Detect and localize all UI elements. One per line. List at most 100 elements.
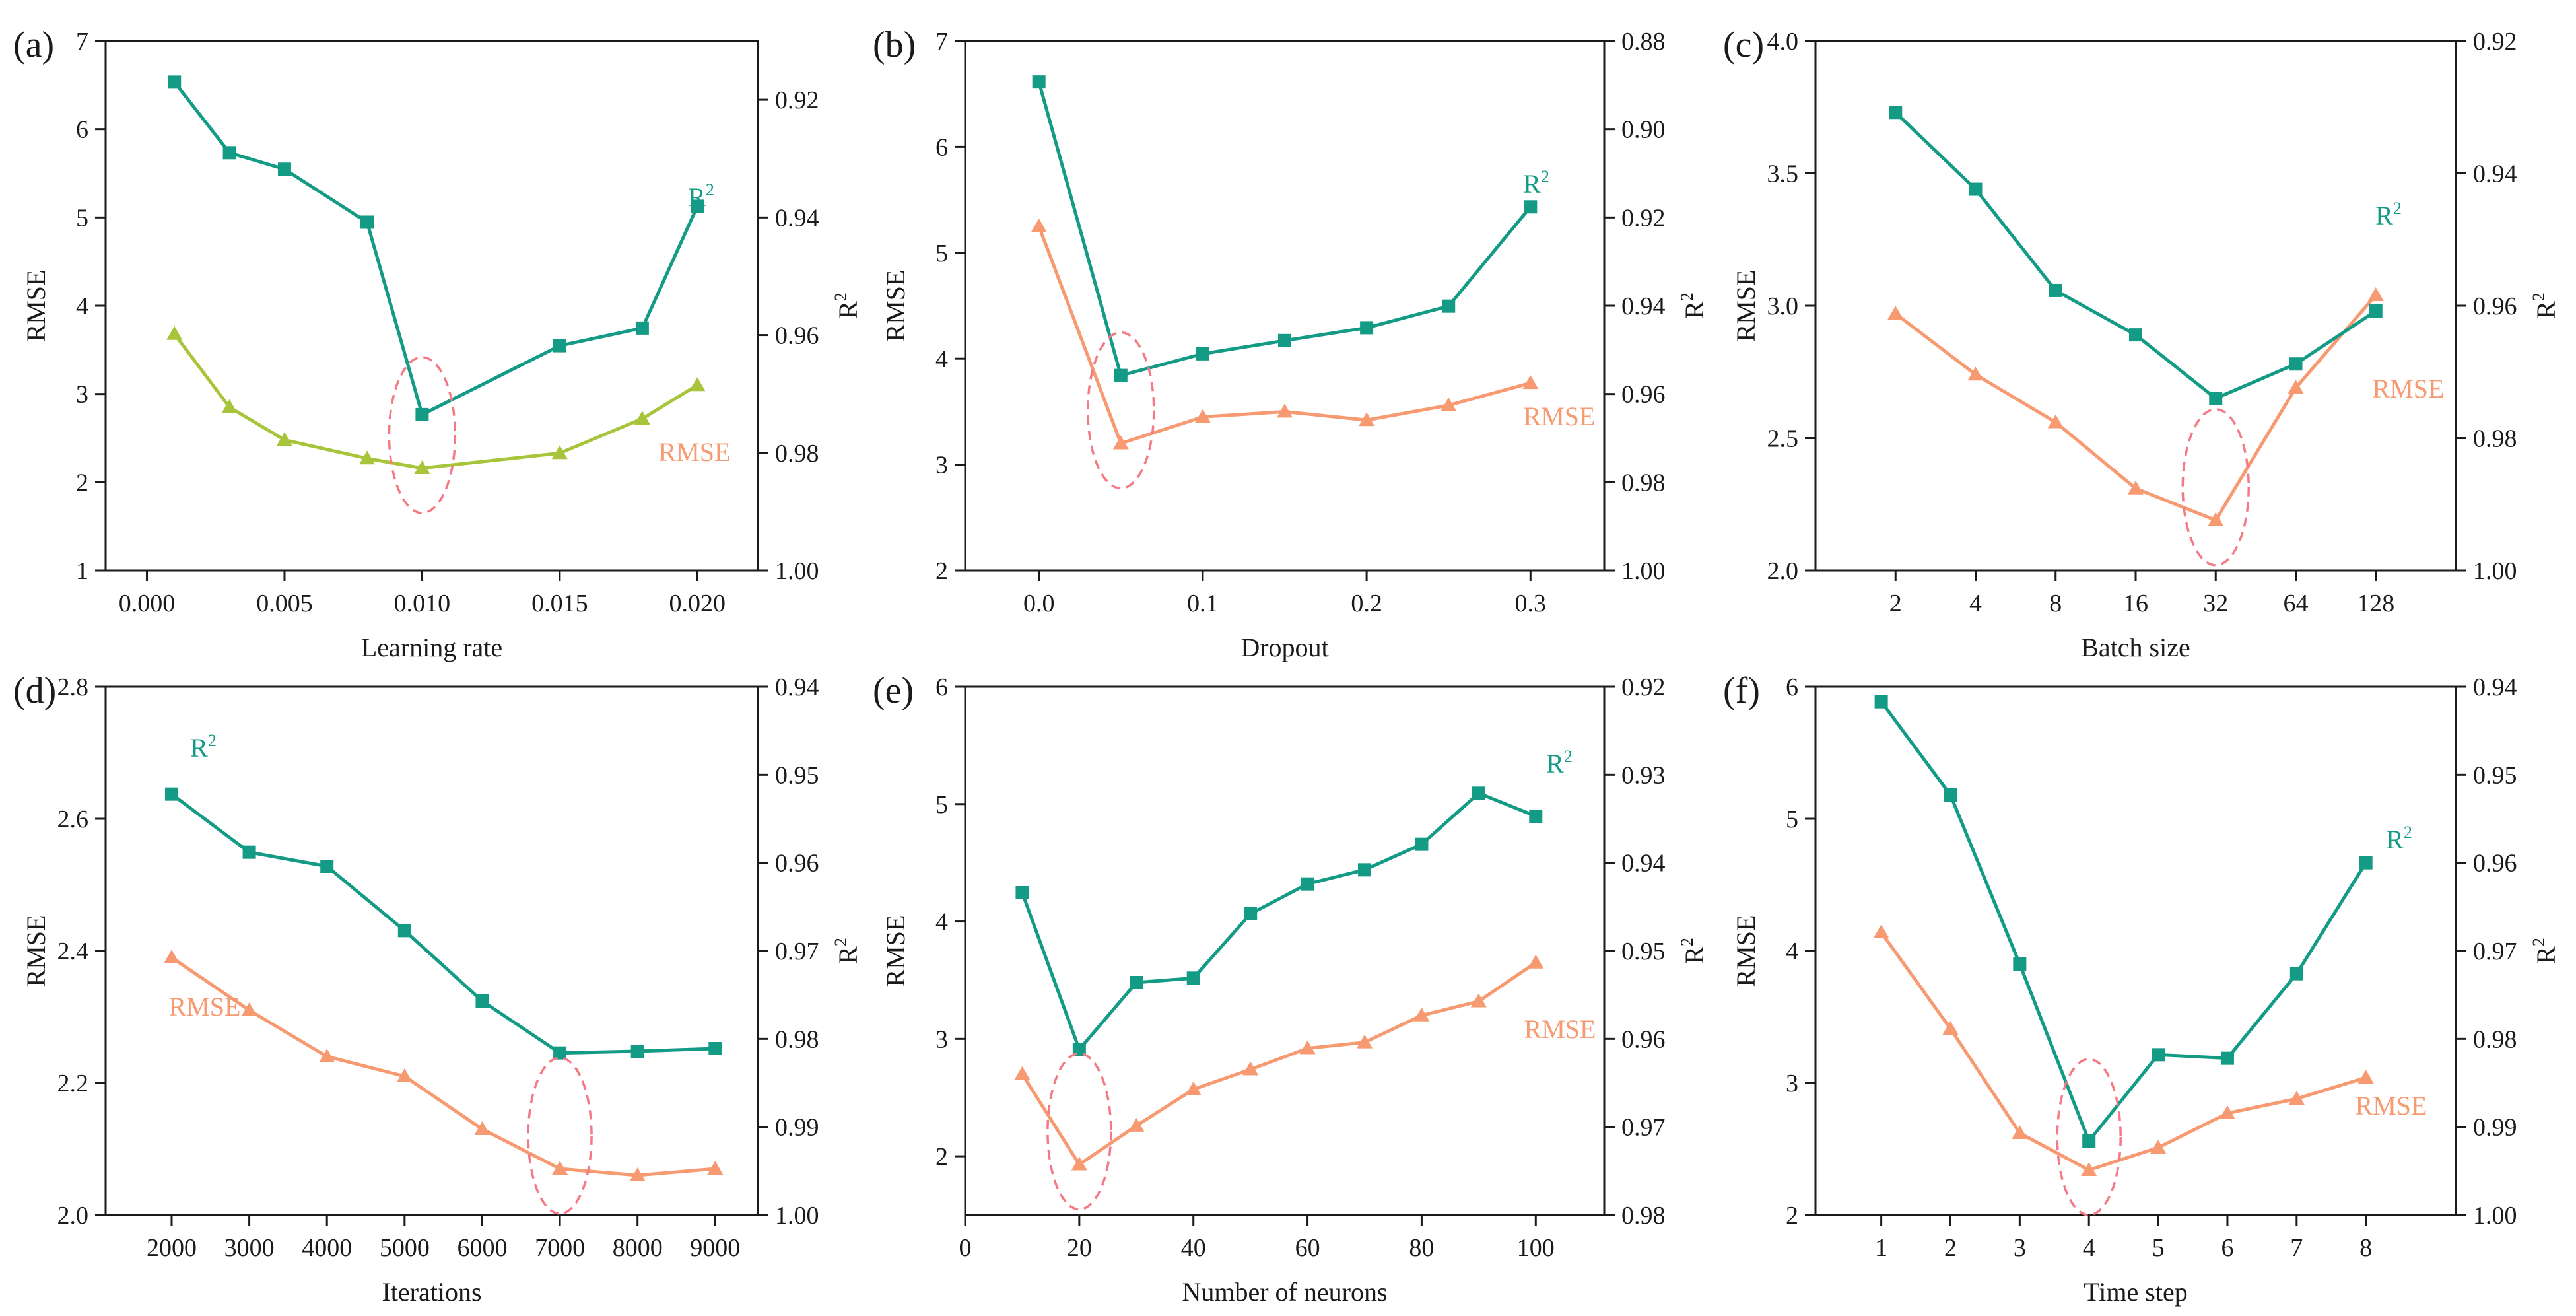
data-point-r2 — [168, 75, 182, 89]
data-point-rmse — [396, 1068, 413, 1082]
data-point-r2 — [2359, 856, 2373, 870]
y2-tick-label: 0.99 — [775, 1114, 819, 1142]
data-point-r2 — [691, 199, 704, 213]
series-label-r2: R2 — [2375, 199, 2402, 230]
panel-b: (b) 0.0 0.1 0.2 0.3 2 3 4 5 6 7 1.00 0.98 0.96 0.94 0.9… — [873, 24, 1709, 662]
y2-tick-label: 0.98 — [1621, 469, 1666, 497]
optimum-highlight — [388, 356, 457, 514]
y2-tick-label: 0.88 — [1621, 28, 1666, 55]
y2-axis-title: R2 — [1678, 938, 1709, 964]
y-tick-label: 2 — [76, 469, 88, 497]
data-point-rmse — [2012, 1125, 2028, 1139]
y-tick-label: 4 — [935, 909, 948, 936]
data-point-r2 — [1196, 347, 1209, 361]
series-line-r2 — [170, 792, 716, 1055]
y2-axis-title: R2 — [2529, 293, 2561, 319]
y-axis-title: RMSE — [881, 270, 910, 342]
data-point-r2 — [415, 407, 429, 421]
data-point-r2 — [2049, 283, 2062, 297]
data-point-r2 — [1244, 907, 1258, 920]
data-point-r2 — [360, 215, 374, 229]
series-line-rmse — [1021, 961, 1537, 1167]
y2-tick-label: 0.96 — [2473, 293, 2517, 320]
data-point-r2 — [1015, 886, 1029, 899]
panel-a: (a) 0.000 0.005 0.010 0.015 0.020 1 2 3 4 5 6 7 1.00 0… — [13, 24, 863, 662]
data-point-r2 — [1874, 695, 1888, 709]
data-point-rmse — [319, 1049, 335, 1062]
y-tick-label: 3.5 — [1767, 160, 1799, 188]
panel-d: (d) 2000 3000 4000 5000 6000 7000 8000 9000 2.0 2.… — [13, 670, 863, 1307]
y-tick-label: 4.0 — [1767, 28, 1799, 55]
y-tick-label: 5 — [935, 240, 948, 267]
x-tick-label: 0.2 — [1351, 590, 1382, 617]
y2-tick-label: 0.99 — [2473, 1114, 2517, 1142]
series-label-rmse: RMSE — [169, 992, 241, 1022]
data-point-rmse — [1359, 412, 1375, 427]
y-axis-title: RMSE — [21, 915, 51, 987]
data-point-r2 — [1032, 75, 1046, 89]
x-tick-label: 2 — [1944, 1234, 1957, 1262]
series-label-r2: R2 — [2386, 823, 2412, 854]
data-point-rmse — [689, 377, 706, 392]
y-tick-label: 6 — [76, 116, 88, 144]
x-tick-label: 7000 — [535, 1234, 585, 1262]
data-point-rmse — [1470, 993, 1487, 1008]
x-tick-label: 2 — [1889, 590, 1902, 617]
y-tick-label: 6 — [935, 133, 948, 161]
y2-tick-label: 0.92 — [2473, 28, 2517, 55]
y2-tick-label: 0.95 — [2473, 761, 2517, 789]
panel-label: (c) — [1723, 24, 1764, 65]
data-point-rmse — [163, 950, 180, 963]
y-tick-label: 2.0 — [57, 1202, 89, 1229]
data-point-r2 — [2289, 967, 2303, 981]
y-tick-label: 2.8 — [57, 674, 89, 701]
data-point-rmse — [2208, 512, 2224, 526]
plot-frame — [1814, 685, 2457, 1216]
x-tick-label: 3000 — [224, 1234, 275, 1262]
data-point-r2 — [1889, 106, 1903, 120]
y-tick-label: 3.0 — [1767, 293, 1799, 320]
series-line-r2 — [1880, 701, 2367, 1143]
x-tick-label: 100 — [1517, 1234, 1555, 1262]
data-point-r2 — [1415, 837, 1429, 851]
data-point-rmse — [1014, 1066, 1031, 1080]
data-point-r2 — [2369, 304, 2383, 318]
plot-frame — [964, 40, 1606, 572]
data-point-r2 — [1114, 368, 1128, 382]
y-tick-label: 3 — [76, 381, 88, 409]
series-line-r2 — [173, 81, 699, 417]
y2-tick-label: 0.92 — [1621, 674, 1666, 701]
series-line-rmse — [1880, 931, 2367, 1172]
optimum-highlight — [2056, 1058, 2122, 1216]
data-point-rmse — [2128, 480, 2144, 495]
optimum-highlight — [1046, 1052, 1112, 1211]
data-point-r2 — [2082, 1134, 2096, 1148]
y-axis-title: RMSE — [1731, 915, 1761, 987]
y-tick-label: 2.4 — [57, 938, 89, 965]
data-point-rmse — [551, 445, 568, 460]
x-tick-label: 0.020 — [669, 590, 726, 617]
data-point-r2 — [1442, 299, 1456, 313]
data-point-r2 — [553, 1046, 567, 1060]
x-axis-title: Time step — [2084, 1277, 2187, 1307]
y-tick-label: 5 — [1786, 806, 1798, 833]
y2-tick-label: 0.98 — [775, 440, 819, 468]
y2-tick-label: 0.92 — [775, 87, 819, 114]
data-point-rmse — [474, 1121, 491, 1135]
y2-tick-label: 0.94 — [2473, 674, 2517, 701]
data-point-r2 — [2209, 392, 2223, 405]
y2-tick-label: 0.98 — [1621, 1202, 1666, 1229]
data-point-rmse — [1441, 397, 1457, 411]
y2-tick-label: 0.98 — [2473, 425, 2517, 453]
data-point-r2 — [1278, 333, 1291, 347]
data-point-rmse — [1522, 375, 1539, 390]
y-tick-label: 2.6 — [57, 806, 89, 833]
x-tick-label: 0.005 — [256, 590, 313, 617]
y2-tick-label: 0.98 — [775, 1025, 819, 1053]
x-tick-label: 6 — [2221, 1234, 2233, 1262]
y2-tick-label: 0.98 — [2473, 1025, 2517, 1053]
series-label-rmse: RMSE — [1524, 401, 1596, 431]
y-tick-label: 2.5 — [1767, 425, 1799, 453]
data-point-rmse — [2150, 1140, 2167, 1154]
series-line-r2 — [1037, 81, 1532, 378]
